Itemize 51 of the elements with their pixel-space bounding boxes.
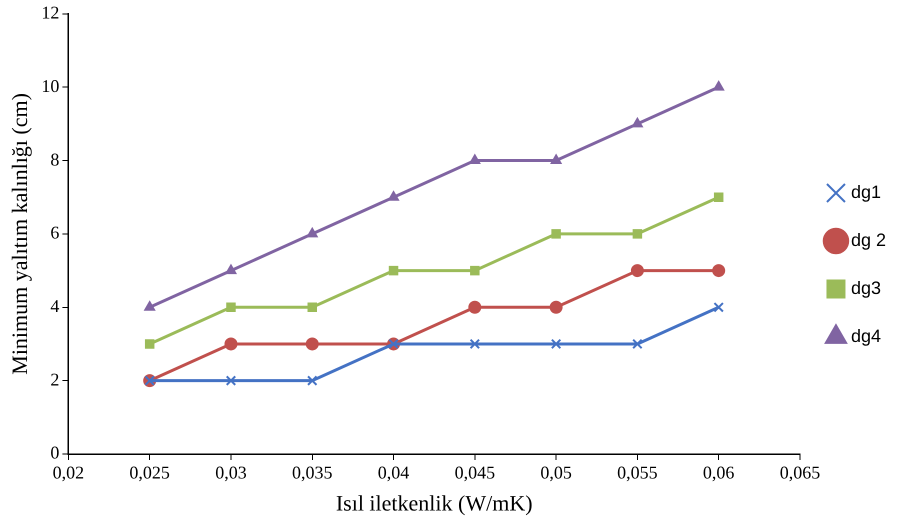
point (550, 154, 562, 164)
y-tick-label: 0 (50, 442, 60, 463)
y-tick-label: 6 (50, 222, 60, 243)
point (470, 338, 480, 350)
point (712, 264, 726, 278)
y-tick-label: 4 (50, 296, 60, 316)
x-tick-label: 0,065 (780, 462, 820, 483)
x-tick-label: 0,06 (702, 462, 734, 483)
y-tick-label: 12 (41, 2, 60, 23)
point (713, 302, 724, 313)
point (224, 337, 238, 350)
point (388, 190, 400, 201)
point (632, 229, 642, 239)
point (550, 300, 563, 314)
point (469, 154, 481, 164)
point (470, 266, 480, 276)
legend-label: dg3 (850, 278, 882, 298)
point (630, 264, 644, 278)
x-tick-label: 0,025 (129, 462, 170, 483)
x-tick-label: 0,02 (52, 462, 84, 483)
point (307, 375, 318, 386)
y-tick-label: 10 (41, 76, 60, 96)
legend-label: dg1 (850, 182, 882, 202)
x-axis-title: Isıl iletkenlik (W/mK) (336, 490, 533, 516)
point (308, 302, 317, 312)
y-tick-label: 8 (50, 149, 60, 170)
point (225, 264, 237, 274)
point (226, 375, 236, 386)
legend-label: dg4 (850, 326, 882, 346)
x-tick-label: 0,045 (454, 462, 496, 483)
point (714, 192, 724, 202)
x-tick-label: 0,03 (215, 462, 247, 483)
point (226, 302, 236, 312)
legend-label: dg 2 (850, 230, 886, 250)
point (632, 338, 643, 350)
point (144, 339, 154, 349)
point (468, 300, 482, 314)
point (712, 80, 724, 91)
point (388, 266, 398, 276)
y-axis-title: Minimum yalıtım kalınlığı (cm) (6, 93, 32, 375)
point (632, 117, 644, 128)
point (551, 229, 561, 239)
point (550, 338, 562, 350)
point (144, 300, 156, 311)
x-tick-label: 0,05 (540, 462, 572, 483)
point (306, 337, 319, 350)
x-tick-label: 0,04 (378, 462, 410, 483)
x-tick-label: 0,035 (292, 462, 333, 483)
y-tick-label: 2 (50, 369, 60, 390)
point (306, 227, 318, 238)
x-tick-label: 0,055 (617, 462, 658, 483)
